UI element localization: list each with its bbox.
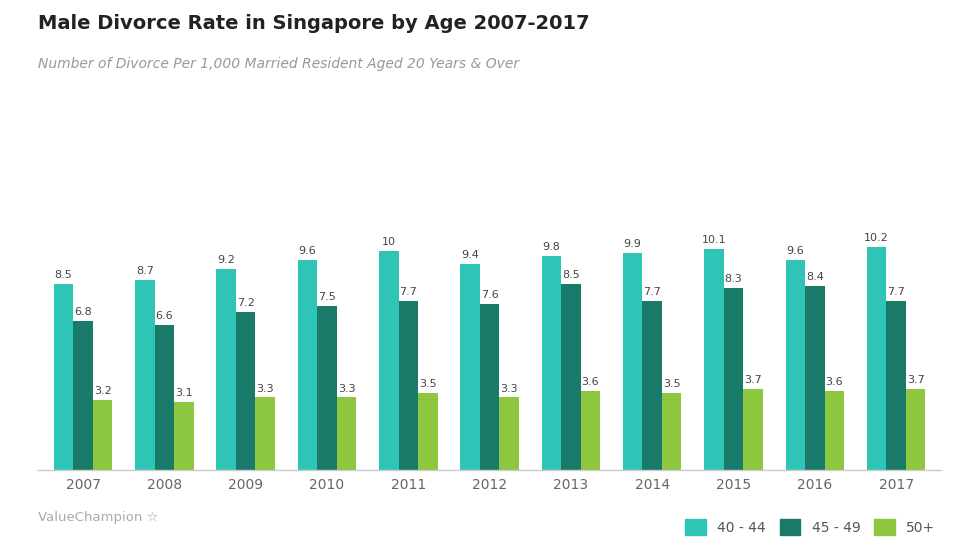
Text: 3.5: 3.5 (663, 379, 681, 389)
Text: 9.6: 9.6 (299, 246, 317, 256)
Text: Number of Divorce Per 1,000 Married Resident Aged 20 Years & Over: Number of Divorce Per 1,000 Married Resi… (38, 57, 519, 72)
Bar (499, 397, 518, 470)
Text: 7.7: 7.7 (399, 287, 418, 298)
Bar (623, 253, 642, 470)
Text: 8.3: 8.3 (725, 274, 742, 284)
Text: 9.2: 9.2 (217, 254, 235, 265)
Bar (906, 389, 925, 470)
Text: 9.4: 9.4 (461, 250, 479, 260)
Text: 3.7: 3.7 (907, 375, 924, 385)
Text: 8.4: 8.4 (805, 272, 824, 282)
Text: Male Divorce Rate in Singapore by Age 2007-2017: Male Divorce Rate in Singapore by Age 20… (38, 14, 590, 33)
Text: 10.1: 10.1 (702, 235, 727, 245)
Text: 7.6: 7.6 (481, 289, 498, 300)
Bar (461, 264, 480, 470)
Text: 3.6: 3.6 (826, 377, 843, 387)
Text: 10.2: 10.2 (864, 233, 889, 243)
Bar (379, 251, 398, 470)
Text: 7.7: 7.7 (643, 287, 661, 298)
Bar (886, 301, 906, 470)
Bar (236, 312, 255, 470)
Bar (398, 301, 418, 470)
Bar (54, 284, 73, 470)
Bar (135, 280, 155, 470)
Bar (743, 389, 763, 470)
Text: 9.6: 9.6 (786, 246, 804, 256)
Bar (73, 321, 93, 470)
Text: 7.2: 7.2 (237, 298, 254, 308)
Text: 3.7: 3.7 (744, 375, 762, 385)
Text: 6.8: 6.8 (74, 307, 92, 317)
Text: 6.6: 6.6 (156, 311, 173, 322)
Bar (541, 256, 562, 470)
Bar (642, 301, 662, 470)
Bar (418, 393, 438, 470)
Text: 8.5: 8.5 (562, 270, 580, 280)
Bar (480, 304, 499, 470)
Bar (216, 269, 236, 470)
Bar (581, 391, 600, 470)
Text: 8.5: 8.5 (55, 270, 72, 280)
Bar (155, 325, 174, 470)
Bar (805, 286, 825, 470)
Legend: 40 - 44, 45 - 49, 50+: 40 - 44, 45 - 49, 50+ (680, 513, 941, 541)
Bar (662, 393, 682, 470)
Text: 7.7: 7.7 (887, 287, 905, 298)
Bar (562, 284, 581, 470)
Text: 9.8: 9.8 (542, 241, 561, 252)
Bar (93, 400, 112, 470)
Text: 3.5: 3.5 (419, 379, 437, 389)
Bar (317, 306, 337, 470)
Text: 3.1: 3.1 (175, 388, 193, 398)
Text: 3.3: 3.3 (338, 383, 355, 394)
Text: 3.3: 3.3 (500, 383, 518, 394)
Bar (705, 249, 724, 470)
Bar (825, 391, 844, 470)
Bar (785, 260, 805, 470)
Text: 7.5: 7.5 (318, 292, 336, 302)
Text: 3.3: 3.3 (256, 383, 274, 394)
Text: 3.6: 3.6 (582, 377, 599, 387)
Text: 10: 10 (382, 237, 396, 247)
Text: 3.2: 3.2 (94, 385, 111, 396)
Bar (724, 288, 743, 470)
Bar (255, 397, 275, 470)
Bar (337, 397, 356, 470)
Text: ValueChampion ☆: ValueChampion ☆ (38, 511, 159, 524)
Text: 8.7: 8.7 (136, 265, 154, 276)
Bar (867, 247, 886, 470)
Bar (298, 260, 317, 470)
Text: 9.9: 9.9 (624, 239, 641, 250)
Bar (174, 402, 194, 470)
